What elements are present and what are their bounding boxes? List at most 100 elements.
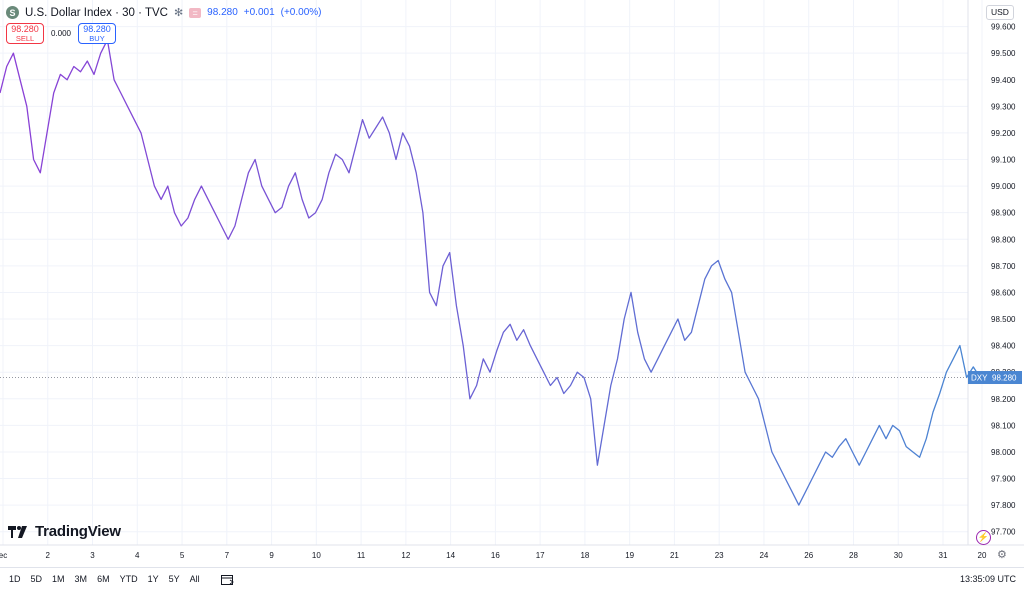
calendar-icon[interactable]: [220, 574, 235, 585]
data-point: [926, 438, 927, 439]
range-5y[interactable]: 5Y: [168, 574, 180, 584]
price-chart[interactable]: 99.600 99.500 99.400 99.300 99.200 99.100 99.0…: [0, 0, 1024, 567]
tradingview-logo[interactable]: TradingView: [8, 523, 121, 540]
x-tick-label: 28: [849, 551, 858, 560]
data-point: [543, 372, 544, 373]
x-tick-label: 18: [580, 551, 589, 560]
data-point: [604, 425, 605, 426]
data-point: [738, 332, 739, 333]
x-tick-label: 23: [715, 551, 724, 560]
data-point: [315, 212, 316, 213]
data-point: [637, 332, 638, 333]
data-point: [20, 79, 21, 80]
data-point: [577, 372, 578, 373]
range-1d[interactable]: 1D: [9, 574, 21, 584]
symbol-title[interactable]: U.S. Dollar Index · 30 · TVC: [25, 6, 168, 19]
data-point: [570, 385, 571, 386]
x-tick-label: ec: [0, 551, 7, 560]
data-point: [422, 212, 423, 213]
data-point: [288, 186, 289, 187]
snowflake-icon[interactable]: ✻: [173, 7, 184, 19]
range-1m[interactable]: 1M: [52, 574, 65, 584]
data-point: [906, 446, 907, 447]
data-point: [651, 372, 652, 373]
data-point: [389, 132, 390, 133]
price-change-pct: (+0.00%): [280, 7, 322, 18]
data-point: [46, 132, 47, 133]
range-6m[interactable]: 6M: [97, 574, 110, 584]
x-tick-label: 20: [978, 551, 987, 560]
y-tick-label: 98.700: [991, 262, 1016, 271]
data-point: [228, 239, 229, 240]
range-all[interactable]: All: [189, 574, 200, 584]
data-point: [369, 138, 370, 139]
data-point: [563, 393, 564, 394]
price-change: +0.001: [243, 7, 275, 18]
x-tick-label: 2: [46, 551, 51, 560]
range-1y[interactable]: 1Y: [147, 574, 159, 584]
y-tick-label: 99.200: [991, 129, 1016, 138]
x-tick-label: 26: [804, 551, 813, 560]
data-point: [67, 79, 68, 80]
data-point: [33, 159, 34, 160]
data-point: [268, 199, 269, 200]
x-tick-label: 11: [357, 551, 366, 560]
x-tick-label: 24: [759, 551, 768, 560]
data-point: [114, 79, 115, 80]
data-point: [973, 366, 974, 367]
data-point: [355, 146, 356, 147]
data-point: [644, 358, 645, 359]
y-tick-label: 98.800: [991, 235, 1016, 244]
data-point: [798, 505, 799, 506]
data-point: [13, 53, 14, 54]
data-point: [93, 74, 94, 75]
equals-icon[interactable]: =: [189, 7, 202, 18]
data-point: [442, 265, 443, 266]
range-ytd[interactable]: YTD: [119, 574, 138, 584]
data-point: [241, 199, 242, 200]
data-point: [395, 159, 396, 160]
data-point: [718, 260, 719, 261]
data-point: [429, 292, 430, 293]
data-point: [134, 119, 135, 120]
last-price-value: 98.280: [992, 374, 1017, 383]
data-point: [6, 66, 7, 67]
data-point: [335, 154, 336, 155]
x-tick-label: 12: [401, 551, 410, 560]
data-point: [281, 207, 282, 208]
data-point: [248, 172, 249, 173]
data-point: [489, 372, 490, 373]
data-point: [771, 451, 772, 452]
data-point: [208, 199, 209, 200]
data-point: [624, 318, 625, 319]
data-point: [154, 186, 155, 187]
data-point: [516, 340, 517, 341]
data-point: [724, 279, 725, 280]
data-point: [832, 457, 833, 458]
symbol-legend: S U.S. Dollar Index · 30 · TVC ✻ = 98.28…: [6, 6, 322, 19]
buy-button[interactable]: 98.280 BUY: [78, 23, 116, 44]
data-point: [610, 385, 611, 386]
y-tick-label: 98.600: [991, 288, 1016, 297]
lightning-icon[interactable]: ⚡: [976, 530, 991, 545]
data-point: [859, 465, 860, 466]
x-tick-label: 9: [269, 551, 274, 560]
currency-selector[interactable]: USD: [986, 5, 1014, 20]
sell-button[interactable]: 98.280 SELL: [6, 23, 44, 44]
range-5d[interactable]: 5D: [30, 574, 43, 584]
data-point: [362, 119, 363, 120]
data-point: [899, 430, 900, 431]
logo-text: TradingView: [35, 523, 121, 540]
bottom-toolbar: 1D 5D 1M 3M 6M YTD 1Y 5Y All 13:35:09 UT…: [0, 567, 1024, 590]
data-point: [946, 372, 947, 373]
data-point: [792, 491, 793, 492]
data-point: [483, 358, 484, 359]
tradingview-icon: [8, 525, 27, 538]
sell-label: SELL: [15, 33, 35, 43]
gear-icon[interactable]: ⚙: [997, 549, 1007, 561]
data-point: [765, 425, 766, 426]
data-point: [583, 377, 584, 378]
data-point: [852, 451, 853, 452]
y-tick-label: 97.900: [991, 475, 1016, 484]
range-3m[interactable]: 3M: [74, 574, 88, 584]
